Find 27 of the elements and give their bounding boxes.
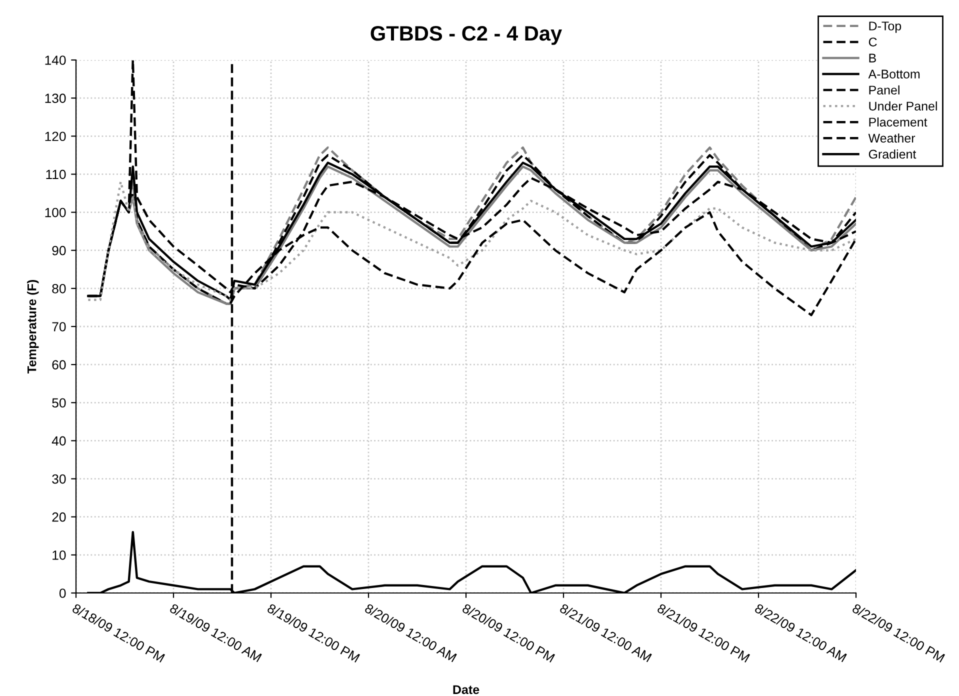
legend-label: D-Top <box>869 22 902 33</box>
y-tick-label: 20 <box>52 512 66 522</box>
y-tick-label: 120 <box>45 132 66 142</box>
y-tick-label: 10 <box>52 550 66 560</box>
y-tick-label: 110 <box>46 170 66 180</box>
legend-label: C <box>868 38 877 46</box>
legend-label: Gradient <box>868 149 916 159</box>
y-tick-label: 90 <box>52 246 66 256</box>
legend-label: A-Bottom <box>868 70 920 79</box>
y-tick-label: 50 <box>52 398 66 408</box>
chart-title: GTBDS - C2 - 4 Day <box>370 26 562 45</box>
legend-label: Under Panel <box>869 101 937 111</box>
y-tick-label: 140 <box>45 56 66 65</box>
legend-label: Placement <box>869 117 928 127</box>
legend-label: B <box>869 54 876 62</box>
y-tick-label: 80 <box>52 284 66 294</box>
y-tick-label: 30 <box>52 474 66 484</box>
legend-label: Weather <box>868 133 916 143</box>
y-tick-label: 0 <box>59 588 66 598</box>
y-axis-title: Temperature (F) <box>27 280 39 374</box>
y-tick-label: 40 <box>52 436 66 446</box>
legend-label: Panel <box>869 85 900 95</box>
y-tick-label: 130 <box>45 94 66 103</box>
y-tick-label: 100 <box>45 208 66 218</box>
y-tick-label: 60 <box>52 360 66 370</box>
x-axis-title: Date <box>453 685 480 694</box>
y-tick-label: 70 <box>52 322 66 332</box>
